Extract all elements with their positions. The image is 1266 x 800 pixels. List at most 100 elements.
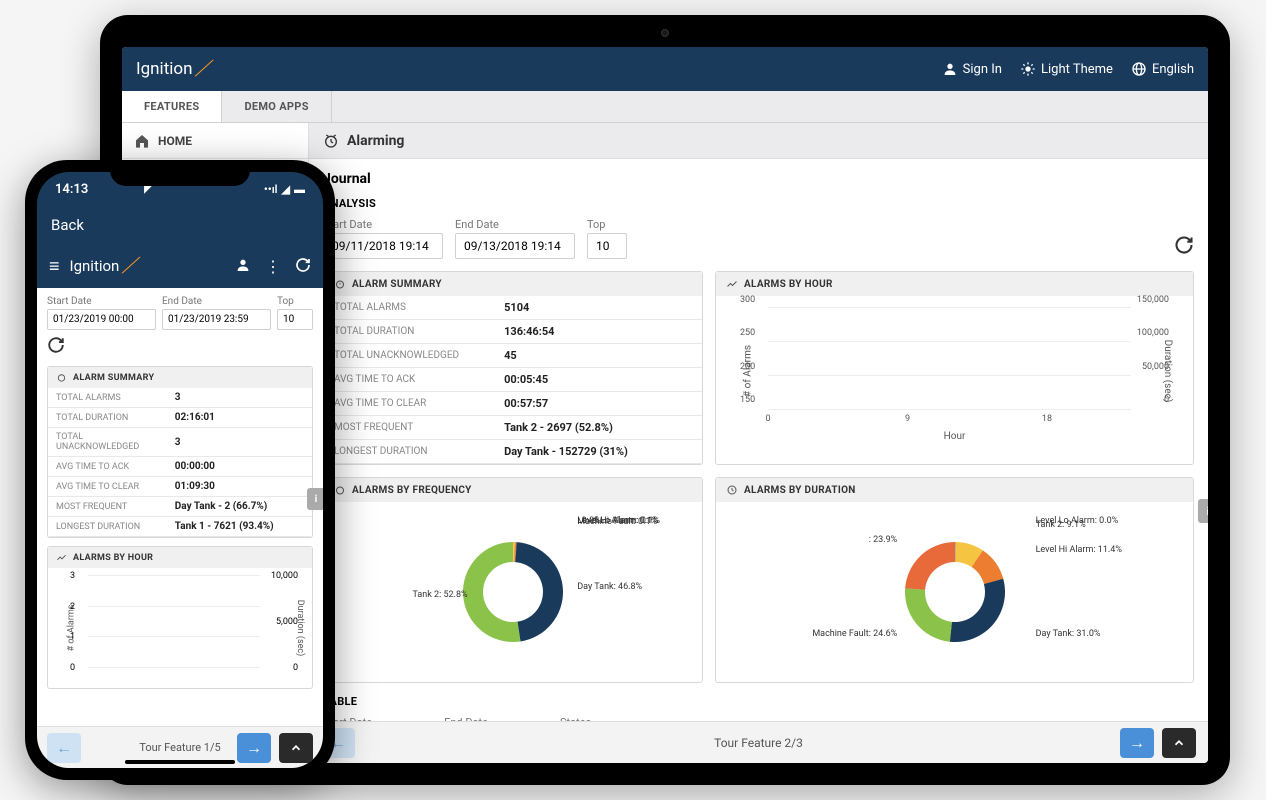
phone-hour-header: ALARMS BY HOUR [48, 547, 312, 568]
phone-end-label: End Date [162, 296, 271, 307]
top-input[interactable] [587, 233, 627, 259]
sidebar-item-home[interactable]: HOME [122, 123, 308, 159]
y2-tick: 150,000 [1137, 295, 1169, 305]
phone-back-button[interactable]: Back [37, 206, 323, 244]
summary-value: Day Tank - 2 (66.7%) [167, 497, 312, 517]
summary-row: AVG TIME TO ACK00:05:45 [324, 368, 702, 392]
y2-tick: 0 [293, 663, 298, 673]
sidebar-home-label: HOME [158, 134, 192, 148]
alarms-by-frequency-card: ALARMS BY FREQUENCY : 0.0%Level Lo Alarm… [323, 477, 703, 683]
summary-key: TOTAL ALARMS [48, 388, 167, 408]
line-chart-icon [56, 552, 67, 563]
start-date-label: Start Date [323, 218, 443, 231]
y-tick: 2 [70, 602, 75, 612]
phone-hour-title: ALARMS BY HOUR [73, 553, 153, 563]
alarm-small-icon [334, 278, 346, 290]
home-icon [134, 133, 150, 149]
phone-tour-expand[interactable] [279, 733, 313, 763]
info-badge[interactable]: i [1198, 499, 1208, 523]
hour-title: ALARMS BY HOUR [744, 279, 833, 290]
summary-value: Tank 1 - 7621 (93.4%) [167, 517, 312, 537]
phone-refresh-button[interactable] [47, 336, 313, 358]
alarm-small-icon [334, 484, 346, 496]
tour-expand-button[interactable] [1162, 728, 1196, 758]
phone-top-label: Top [277, 296, 313, 307]
more-icon[interactable]: ⋮ [265, 257, 281, 276]
x-tick: 18 [1042, 414, 1052, 424]
wifi-icon: ◢ [282, 183, 290, 196]
brand-logo: Ignition ⟋ [136, 57, 210, 82]
summary-value: 5104 [494, 296, 702, 320]
tab-features[interactable]: FEATURES [122, 91, 222, 122]
donut-label: Machine Fault: 24.6% [812, 629, 897, 639]
phone-notch [110, 160, 250, 186]
y-tick: 250 [740, 328, 755, 338]
summary-key: MOST FREQUENT [48, 497, 167, 517]
phone-content: Start Date End Date Top ALARM SUMM [37, 288, 323, 726]
theme-label: Light Theme [1041, 62, 1113, 77]
alarms-by-hour-card: ALARMS BY HOUR # of Alarms Duration (sec… [715, 271, 1194, 465]
refresh-icon[interactable] [295, 257, 311, 273]
end-date-input[interactable] [455, 233, 575, 259]
donut-slice [463, 542, 520, 642]
phone-tour-next[interactable]: → [237, 733, 271, 763]
analysis-title: ANALYSIS [323, 197, 1194, 210]
refresh-button[interactable] [1174, 235, 1194, 259]
alarms-by-duration-card: ALARMS BY DURATION Level Lo Alarm: 0.0%T… [715, 477, 1194, 683]
donut-label: Tank 2: 52.8% [412, 590, 467, 600]
summary-value: 45 [494, 344, 702, 368]
language-select[interactable]: English [1131, 61, 1194, 77]
journal-title: Journal [323, 171, 1194, 187]
phone-start-input[interactable] [47, 309, 156, 330]
summary-row: TOTAL UNACKNOWLEDGED3 [48, 428, 312, 457]
footer-nav: ← Tour Feature 2/3 → [309, 721, 1208, 763]
phone-tour-text: Tour Feature 1/5 [139, 741, 220, 754]
tour-next-button[interactable]: → [1120, 728, 1154, 758]
theme-toggle[interactable]: Light Theme [1020, 61, 1113, 77]
phone-brand-logo: Ignition ⟋ [70, 254, 225, 279]
chevron-up-icon [289, 741, 303, 755]
summary-key: TOTAL UNACKNOWLEDGED [48, 428, 167, 457]
phone-tour-prev[interactable]: ← [47, 733, 81, 763]
y2-tick: 5,000 [276, 617, 298, 627]
y-tick: 200 [740, 362, 755, 372]
phone-time: 14:13 [55, 182, 88, 197]
signin-button[interactable]: Sign In [942, 61, 1002, 77]
nav-tabs: FEATURES DEMO APPS [122, 91, 1208, 123]
y-tick: 1 [70, 632, 75, 642]
phone-screen: 14:13 ◤ ••ıl ◢ ▬ Back ≡ Ignition ⟋ ⋮ [37, 172, 323, 768]
row-2: ALARMS BY FREQUENCY : 0.0%Level Lo Alarm… [323, 477, 1194, 683]
person-icon [942, 61, 958, 77]
dur-title: ALARMS BY DURATION [744, 485, 856, 496]
y2-tick: 0 [1164, 395, 1169, 405]
page-title: Alarming [347, 133, 404, 149]
summary-key: LONGEST DURATION [324, 440, 494, 464]
start-date-input[interactable] [323, 233, 443, 259]
phone-end-input[interactable] [162, 309, 271, 330]
summary-key: AVG TIME TO CLEAR [324, 392, 494, 416]
phone-summary-title: ALARM SUMMARY [73, 373, 154, 383]
menu-icon[interactable]: ≡ [49, 256, 60, 277]
phone-start-label: Start Date [47, 296, 156, 307]
phone-y2-label: Duration (sec) [295, 600, 305, 656]
y2-tick: 50,000 [1142, 362, 1169, 372]
summary-row: AVG TIME TO CLEAR01:09:30 [48, 477, 312, 497]
summary-value: 00:05:45 [494, 368, 702, 392]
phone-top-input[interactable] [277, 309, 313, 330]
summary-value: 00:57:57 [494, 392, 702, 416]
summary-value: 01:09:30 [167, 477, 312, 497]
app-header: Ignition ⟋ Sign In Light Theme English [122, 47, 1208, 91]
person-icon[interactable] [235, 257, 251, 273]
phone-hour-card: ALARMS BY HOUR # of Alarms Duration (sec… [47, 546, 313, 689]
phone-info-badge[interactable]: i [307, 488, 323, 510]
summary-row: MOST FREQUENTDay Tank - 2 (66.7%) [48, 497, 312, 517]
donut-svg [890, 527, 1020, 657]
y-tick: 150 [740, 395, 755, 405]
tab-demoapps[interactable]: DEMO APPS [222, 91, 331, 122]
freq-header: ALARMS BY FREQUENCY [324, 478, 702, 502]
chevron-up-icon [1172, 736, 1186, 750]
brand-swoosh-icon: ⟋ [194, 57, 209, 82]
end-date-label: End Date [455, 218, 575, 231]
summary-value: Tank 2 - 2697 (52.8%) [494, 416, 702, 440]
globe-icon [1131, 61, 1147, 77]
